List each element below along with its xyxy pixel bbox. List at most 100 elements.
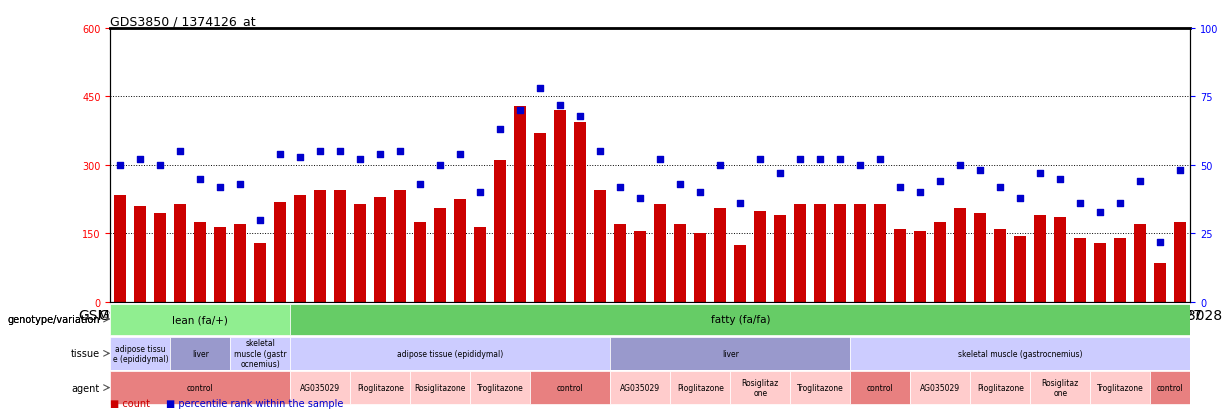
Point bbox=[231, 181, 250, 188]
Text: genotype/variation: genotype/variation bbox=[7, 314, 101, 324]
Text: control: control bbox=[867, 383, 893, 392]
Point bbox=[611, 184, 631, 191]
Bar bbox=[634, 232, 647, 302]
Point bbox=[310, 149, 330, 155]
Text: GDS3850 / 1374126_at: GDS3850 / 1374126_at bbox=[110, 15, 256, 28]
Bar bbox=[790, 371, 850, 404]
Text: ■ percentile rank within the sample: ■ percentile rank within the sample bbox=[166, 398, 344, 408]
Point bbox=[190, 176, 210, 183]
Bar bbox=[355, 204, 367, 302]
Point bbox=[930, 179, 950, 185]
Text: AG035029: AG035029 bbox=[301, 383, 340, 392]
Bar bbox=[955, 209, 966, 302]
Bar bbox=[1155, 263, 1166, 302]
Text: adipose tissu
e (epididymal): adipose tissu e (epididymal) bbox=[113, 344, 168, 363]
Bar bbox=[734, 245, 746, 302]
Text: Troglitazone: Troglitazone bbox=[1097, 383, 1144, 392]
Text: ■ count: ■ count bbox=[110, 398, 151, 408]
Point bbox=[1130, 179, 1150, 185]
Point bbox=[1031, 171, 1050, 177]
Point bbox=[811, 157, 831, 164]
Point bbox=[751, 157, 771, 164]
Point bbox=[951, 162, 971, 169]
Point bbox=[510, 108, 530, 114]
Text: Pioglitazone: Pioglitazone bbox=[677, 383, 724, 392]
Bar bbox=[894, 229, 907, 302]
Point bbox=[250, 217, 270, 223]
Text: Rosiglitaz
one: Rosiglitaz one bbox=[1042, 378, 1079, 397]
Text: adipose tissue (epididymal): adipose tissue (epididymal) bbox=[398, 349, 503, 358]
Point bbox=[1050, 176, 1070, 183]
Point bbox=[330, 149, 350, 155]
Point bbox=[271, 151, 291, 158]
Bar bbox=[755, 211, 767, 302]
Point bbox=[1110, 201, 1130, 207]
Point bbox=[590, 149, 610, 155]
Bar bbox=[555, 111, 567, 302]
Bar bbox=[994, 229, 1006, 302]
Bar bbox=[854, 204, 866, 302]
Bar bbox=[1114, 238, 1126, 302]
Point bbox=[450, 151, 470, 158]
Point bbox=[691, 190, 710, 196]
Bar bbox=[574, 122, 587, 302]
Text: control: control bbox=[1157, 383, 1184, 392]
Bar bbox=[850, 371, 910, 404]
Bar bbox=[171, 337, 231, 370]
Bar bbox=[410, 371, 470, 404]
Point bbox=[990, 184, 1010, 191]
Bar bbox=[135, 206, 146, 302]
Point bbox=[390, 149, 410, 155]
Bar bbox=[1094, 243, 1107, 302]
Bar bbox=[1091, 371, 1150, 404]
Point bbox=[291, 154, 310, 161]
Bar bbox=[615, 225, 626, 302]
Bar bbox=[834, 204, 847, 302]
Bar bbox=[314, 191, 326, 302]
Point bbox=[571, 113, 590, 120]
Text: tissue: tissue bbox=[70, 349, 99, 358]
Bar bbox=[231, 337, 291, 370]
Bar bbox=[610, 371, 670, 404]
Bar bbox=[794, 204, 806, 302]
Bar bbox=[934, 223, 946, 302]
Bar bbox=[670, 371, 730, 404]
Point bbox=[870, 157, 890, 164]
Text: Pioglitazone: Pioglitazone bbox=[977, 383, 1023, 392]
Point bbox=[351, 157, 371, 164]
Bar bbox=[1150, 371, 1190, 404]
Bar bbox=[1074, 238, 1086, 302]
Point bbox=[771, 171, 790, 177]
Bar bbox=[351, 371, 410, 404]
Text: Troglitazone: Troglitazone bbox=[477, 383, 524, 392]
Point bbox=[1171, 168, 1190, 174]
Bar bbox=[215, 227, 227, 302]
Point bbox=[171, 149, 190, 155]
Bar bbox=[294, 195, 307, 302]
Text: control: control bbox=[187, 383, 213, 392]
Bar bbox=[594, 191, 606, 302]
Text: fatty (fa/fa): fatty (fa/fa) bbox=[710, 314, 771, 324]
Bar bbox=[254, 243, 266, 302]
Point bbox=[971, 168, 990, 174]
Bar bbox=[234, 225, 247, 302]
Bar bbox=[110, 371, 291, 404]
Point bbox=[631, 195, 650, 202]
Bar bbox=[475, 227, 486, 302]
Bar bbox=[174, 204, 187, 302]
Bar bbox=[470, 371, 530, 404]
Bar bbox=[155, 214, 167, 302]
Bar bbox=[730, 371, 790, 404]
Point bbox=[650, 157, 670, 164]
Point bbox=[211, 184, 231, 191]
Bar bbox=[291, 337, 610, 370]
Point bbox=[1091, 209, 1110, 215]
Point bbox=[151, 162, 171, 169]
Point bbox=[371, 151, 390, 158]
Bar bbox=[1031, 371, 1091, 404]
Bar bbox=[494, 161, 507, 302]
Text: genotype/variation: genotype/variation bbox=[7, 314, 99, 324]
Bar bbox=[1174, 223, 1187, 302]
Bar bbox=[714, 209, 726, 302]
Point bbox=[850, 162, 870, 169]
